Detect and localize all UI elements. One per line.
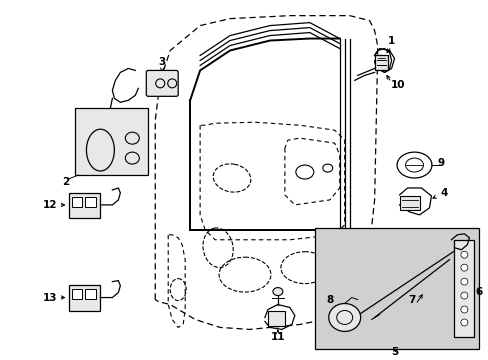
- Text: 3: 3: [158, 58, 165, 67]
- Polygon shape: [399, 196, 419, 210]
- Ellipse shape: [272, 288, 283, 296]
- Polygon shape: [75, 108, 148, 175]
- Text: 12: 12: [43, 200, 58, 210]
- Text: 4: 4: [440, 188, 447, 198]
- Polygon shape: [314, 228, 478, 349]
- Polygon shape: [85, 197, 96, 207]
- Polygon shape: [68, 285, 100, 311]
- Polygon shape: [72, 289, 82, 298]
- Polygon shape: [85, 289, 96, 298]
- Text: 10: 10: [389, 80, 404, 90]
- Ellipse shape: [460, 306, 467, 313]
- Polygon shape: [267, 311, 285, 327]
- Text: 1: 1: [387, 36, 394, 46]
- Polygon shape: [374, 55, 387, 71]
- Text: 9: 9: [437, 158, 444, 168]
- Ellipse shape: [328, 303, 360, 332]
- Text: 13: 13: [43, 293, 58, 302]
- Polygon shape: [72, 197, 82, 207]
- Ellipse shape: [460, 278, 467, 285]
- Ellipse shape: [460, 264, 467, 271]
- Polygon shape: [68, 193, 100, 218]
- Polygon shape: [375, 55, 383, 68]
- Text: 8: 8: [325, 294, 333, 305]
- Ellipse shape: [460, 292, 467, 299]
- Ellipse shape: [460, 251, 467, 258]
- Text: 7: 7: [407, 294, 414, 305]
- Ellipse shape: [460, 319, 467, 326]
- Polygon shape: [453, 240, 473, 337]
- Text: 5: 5: [390, 347, 397, 357]
- Text: 11: 11: [270, 332, 285, 342]
- Text: 6: 6: [475, 287, 482, 297]
- Text: 2: 2: [62, 177, 69, 187]
- FancyBboxPatch shape: [146, 71, 178, 96]
